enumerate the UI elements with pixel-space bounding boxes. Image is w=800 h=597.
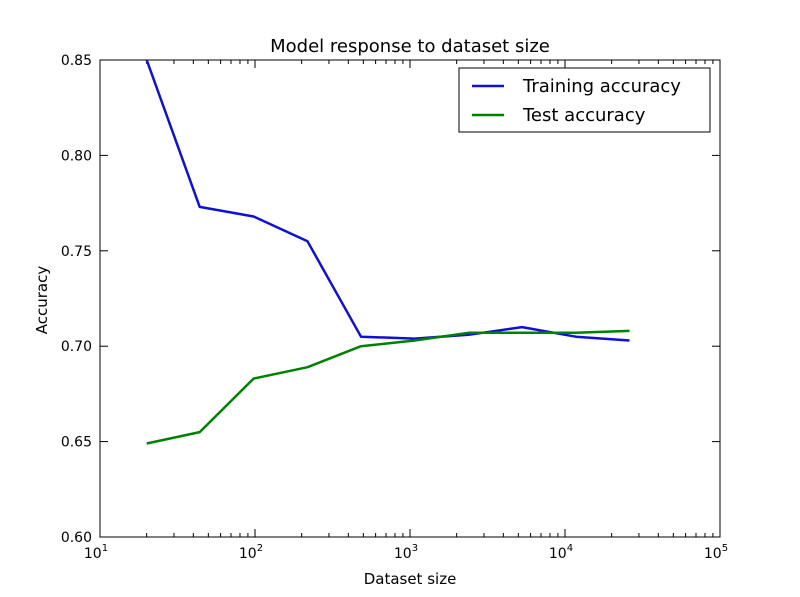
x-tick-label: 103 (394, 543, 418, 562)
x-tick-exponent: 5 (722, 543, 728, 554)
x-tick-label: 102 (239, 543, 263, 562)
y-axis-label: Accuracy (33, 266, 51, 335)
y-tick-label: 0.80 (61, 148, 92, 164)
x-tick-label: 101 (84, 543, 108, 562)
x-tick-exponent: 3 (412, 543, 418, 554)
y-tick-label: 0.85 (61, 53, 92, 69)
y-tick-label: 0.70 (61, 339, 92, 355)
y-tick-label: 0.60 (61, 530, 92, 546)
legend-label-training: Training accuracy (522, 76, 681, 97)
x-tick-labels: 101 102 103 104 105 (84, 543, 728, 562)
y-tick-label: 0.65 (61, 435, 92, 451)
x-tick-exponent: 2 (257, 543, 263, 554)
x-tick-exponent: 1 (102, 543, 108, 554)
x-tick-exponent: 4 (567, 543, 573, 554)
y-tick-label: 0.75 (61, 244, 92, 260)
x-tick-base: 10 (704, 546, 722, 562)
x-tick-base: 10 (394, 546, 412, 562)
chart-title: Model response to dataset size (270, 36, 550, 57)
series-line-test (146, 329, 630, 445)
series-lines (145, 59, 630, 445)
legend-box (458, 67, 711, 133)
x-tick-label: 104 (549, 543, 573, 562)
x-tick-base: 10 (84, 546, 102, 562)
y-tick-labels: 0.60 0.65 0.70 0.75 0.80 0.85 (61, 53, 92, 546)
x-tick-base: 10 (239, 546, 257, 562)
x-tick-base: 10 (549, 546, 567, 562)
x-tick-label: 105 (704, 543, 728, 562)
legend: Training accuracy Test accuracy (458, 67, 711, 133)
x-axis-label: Dataset size (364, 570, 457, 588)
axis-ticks (99, 59, 721, 538)
legend-label-test: Test accuracy (522, 105, 646, 126)
